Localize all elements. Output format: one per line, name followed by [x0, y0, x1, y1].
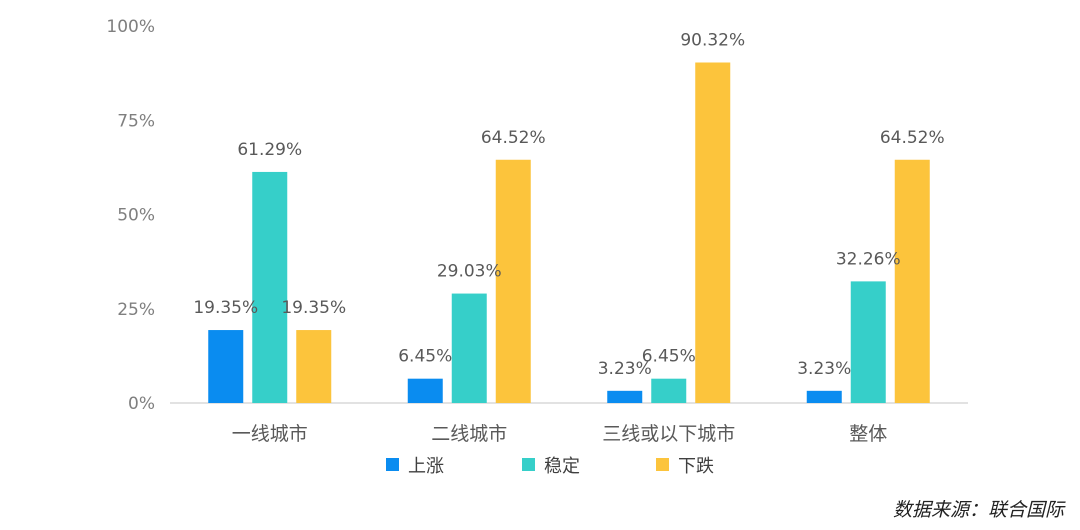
data-label: 32.26% [836, 249, 901, 269]
y-tick-label: 0% [128, 394, 155, 414]
legend-swatch [656, 458, 669, 471]
bar [208, 330, 244, 403]
data-label: 6.45% [398, 347, 452, 367]
bar [695, 62, 731, 404]
bar [252, 171, 288, 403]
x-category-label: 二线城市 [431, 423, 507, 445]
bars [208, 62, 930, 404]
legend: 上涨 稳定 下跌 [386, 456, 714, 477]
bar [607, 390, 643, 403]
legend-label: 上涨 [408, 456, 444, 477]
source-note: 数据来源：联合国际 [892, 499, 1064, 521]
data-label: 19.35% [281, 298, 346, 318]
data-label: 64.52% [481, 128, 546, 148]
data-label: 61.29% [237, 140, 302, 160]
bar [806, 390, 842, 403]
data-label: 3.23% [797, 359, 851, 379]
bar [850, 281, 886, 403]
x-category-label: 三线或以下城市 [602, 423, 735, 445]
legend-swatch [386, 458, 399, 471]
x-category-label: 整体 [849, 423, 887, 445]
bar [296, 330, 332, 403]
x-category-label: 一线城市 [232, 423, 308, 445]
y-tick-label: 25% [117, 300, 155, 320]
data-label: 3.23% [598, 359, 652, 379]
data-label: 6.45% [642, 347, 696, 367]
legend-swatch [522, 458, 535, 471]
y-tick-label: 50% [117, 206, 155, 226]
bar [495, 159, 531, 403]
bar [451, 293, 487, 403]
data-labels: 19.35% 61.29% 19.35% 6.45% 29.03% 64.52% 3.23%… [193, 30, 944, 378]
data-label: 90.32% [680, 30, 745, 50]
y-tick-label: 100% [106, 17, 155, 37]
legend-label: 下跌 [678, 456, 714, 477]
y-axis: 0% 25% 50% 75% 100% [106, 17, 155, 414]
y-tick-label: 75% [117, 111, 155, 131]
data-label: 29.03% [437, 262, 502, 282]
data-label: 19.35% [193, 298, 258, 318]
bar [894, 159, 930, 403]
legend-label: 稳定 [544, 456, 580, 477]
x-axis-categories: 一线城市 二线城市 三线或以下城市 整体 [232, 423, 888, 445]
data-label: 64.52% [880, 128, 945, 148]
bar [651, 378, 687, 403]
bar [407, 378, 443, 403]
